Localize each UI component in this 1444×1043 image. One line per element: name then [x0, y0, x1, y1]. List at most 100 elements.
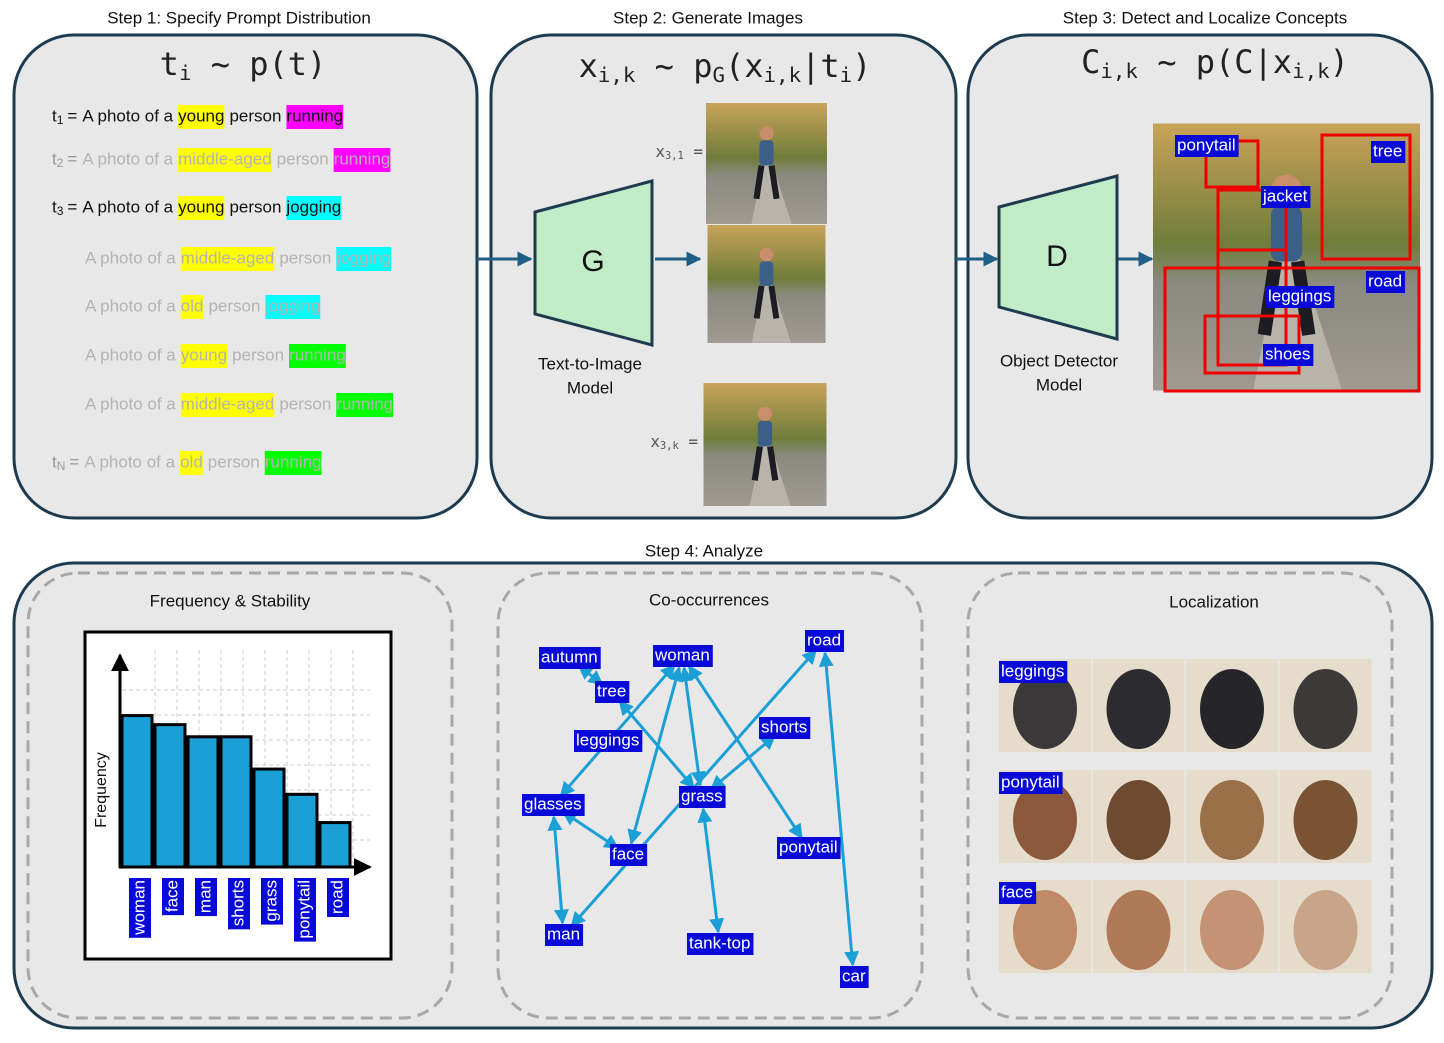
highlight [265, 295, 321, 319]
crop-subject [1106, 669, 1171, 749]
prompt-label-sub: 1 [57, 113, 64, 127]
subscript: i [179, 61, 192, 85]
formula-text: ~ p(C|x [1138, 43, 1292, 81]
formula-text: x [655, 142, 665, 161]
edge [709, 734, 777, 791]
subscript: i,k [598, 63, 636, 87]
node-label: face [610, 844, 648, 866]
label-bg [840, 966, 869, 988]
label-text: road [1368, 271, 1402, 290]
image-caption: x3,1 = [655, 142, 703, 163]
label-bg [1371, 141, 1406, 163]
formula-text: = [679, 432, 698, 451]
label-bg [522, 794, 585, 816]
label-bg [195, 878, 217, 917]
label-bg [999, 882, 1037, 904]
label-text: car [842, 966, 866, 985]
model-name: Model [567, 378, 613, 397]
prompt-age: young [181, 345, 227, 364]
label-bg [162, 878, 184, 916]
x-tick-label: man [195, 878, 217, 917]
step-title: Step 4: Analyze [645, 541, 763, 560]
generated-image [708, 225, 826, 343]
label-text: grass [681, 786, 723, 805]
prompt-text: A photo of a [85, 394, 176, 413]
label-bg [653, 645, 713, 667]
prompt-label: t [52, 197, 57, 216]
prompt-text: A photo of a [82, 197, 173, 216]
label-bg [574, 730, 643, 752]
prompt-text: person [229, 197, 281, 216]
crop-subject [1013, 780, 1077, 860]
label-text: ponytail [294, 880, 313, 939]
node-label: ponytail [777, 837, 841, 859]
label-bg [261, 878, 283, 925]
subscript: i,k [764, 63, 802, 87]
label-bg [999, 772, 1063, 794]
bar [285, 792, 319, 869]
prompt-action: jogging [285, 197, 341, 216]
label-bg [294, 878, 316, 942]
node-label: autumn [539, 647, 601, 669]
formula: ti ~ p(t) [160, 45, 327, 85]
edge [561, 810, 620, 850]
node-label: man [545, 924, 584, 946]
y-axis-label: Frequency [93, 752, 110, 828]
label-bg [610, 844, 648, 866]
prompt-eq: = [69, 452, 79, 471]
label-text: ponytail [779, 837, 838, 856]
prompt-text: person [279, 248, 331, 267]
prompt-age: middle-aged [178, 149, 272, 168]
label-text: ponytail [1177, 135, 1236, 154]
x-tick-label: woman [129, 878, 151, 938]
formula-text: x [650, 432, 660, 451]
highlight [180, 295, 204, 319]
model-letter: D [1046, 240, 1068, 273]
prompt-text: A photo of a [84, 452, 175, 471]
panel-title: Co-occurrences [649, 590, 769, 609]
label-bg [129, 878, 151, 938]
model-name: Text-to-Image [538, 354, 642, 373]
crop-label: ponytail [999, 772, 1063, 794]
prompt-label: t [52, 452, 57, 471]
prompt-age: young [178, 106, 224, 125]
label-bg [1175, 135, 1239, 157]
highlight [289, 344, 346, 368]
x-tick-label: road [327, 878, 349, 918]
subscript: 3,1 [665, 150, 684, 162]
label-text: ponytail [1001, 772, 1060, 791]
label-text: shoes [1265, 344, 1310, 363]
step-title: Step 2: Generate Images [613, 8, 803, 27]
label-bg [687, 933, 754, 955]
prompt-label: t [52, 149, 57, 168]
node-label: road [805, 630, 845, 652]
prompt-text: A photo of a [85, 248, 176, 267]
subscript: G [712, 63, 725, 87]
prompt-text: person [279, 394, 331, 413]
crop-subject [1293, 890, 1358, 970]
highlight [336, 393, 394, 417]
label-text: glasses [524, 794, 582, 813]
highlight [336, 247, 392, 271]
label-text: woman [129, 880, 148, 936]
generated-image [704, 383, 827, 506]
prompt-age: middle-aged [181, 394, 275, 413]
bounding-box [1163, 266, 1421, 393]
highlight [180, 451, 203, 475]
node-label: tank-top [687, 933, 754, 955]
label-bg [595, 681, 630, 703]
formula: Ci,k ~ p(C|xi,k) [1081, 43, 1349, 83]
highlight [286, 196, 342, 220]
bar [186, 735, 220, 869]
node-label: car [840, 966, 869, 988]
x-tick-label: shorts [228, 878, 250, 930]
prompt-text: A photo of a [82, 106, 173, 125]
node-label: grass [679, 786, 726, 808]
prompt-label-sub: 2 [57, 156, 64, 170]
label-text: tree [597, 681, 626, 700]
label-bg [228, 878, 250, 930]
model-name: Model [1036, 375, 1082, 394]
prompt-text: A photo of a [85, 296, 176, 315]
subscript: i,k [1100, 59, 1138, 83]
